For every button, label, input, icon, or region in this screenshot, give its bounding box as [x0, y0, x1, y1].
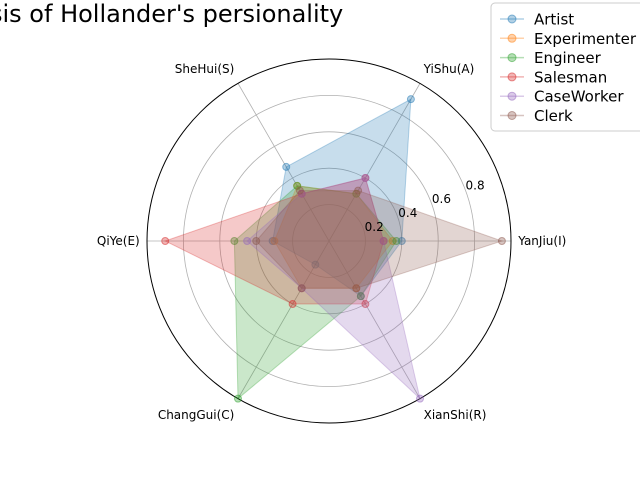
series-salesman	[161, 173, 388, 309]
series-engineer	[230, 181, 401, 403]
data-point	[295, 186, 304, 195]
axis-label-2: SheHui(S)	[175, 62, 235, 76]
data-point	[161, 237, 170, 245]
data-point	[361, 173, 370, 182]
data-point	[354, 186, 363, 195]
axis-labels: YanJiu(I) YiShu(A) SheHui(S) QiYe(E) ChangGu…	[97, 62, 566, 422]
data-point	[497, 237, 506, 245]
data-point	[282, 162, 291, 171]
legend-marker	[507, 14, 517, 24]
data-point	[252, 237, 261, 245]
legend-frame	[490, 2, 640, 132]
series-outline	[246, 177, 421, 401]
data-point	[379, 237, 388, 245]
data-point	[297, 284, 306, 293]
legend-label: Clerk	[534, 107, 573, 125]
series-area	[256, 190, 502, 289]
spoke-4	[237, 240, 330, 399]
axis-label-5: XianShi(R)	[424, 408, 487, 422]
data-point	[361, 300, 370, 309]
series-clerk	[252, 186, 506, 293]
legend-marker	[507, 91, 517, 101]
rtick-label-3: 0.8	[466, 178, 485, 192]
data-point	[352, 284, 361, 293]
legend-item-experimenter: Experimenter	[500, 30, 637, 48]
rtick-label-1: 0.4	[398, 206, 417, 220]
data-point	[230, 237, 239, 245]
legend-item-artist: Artist	[500, 11, 574, 29]
legend-item-engineer: Engineer	[500, 49, 602, 67]
legend-item-salesman: Salesman	[500, 68, 607, 86]
rtick-label-2: 0.6	[432, 192, 451, 206]
chart-title: sis of Hollander's persionality	[0, 0, 343, 28]
series-outline	[163, 177, 385, 305]
legend-item-caseworker: CaseWorker	[500, 88, 624, 106]
series-area	[234, 185, 397, 399]
series-area	[165, 177, 384, 305]
axis-label-1: YiShu(A)	[423, 62, 475, 76]
radar-grid	[146, 58, 512, 424]
series-layer	[161, 95, 506, 403]
data-point	[311, 260, 320, 269]
spoke-1	[328, 83, 421, 242]
legend-marker	[507, 53, 517, 63]
data-point	[406, 95, 415, 104]
spoke-2	[237, 83, 330, 242]
legend-label: Artist	[534, 11, 574, 29]
legend-label: Engineer	[534, 49, 602, 67]
legend-marker	[507, 72, 517, 82]
series-outline	[255, 190, 504, 289]
series-outline	[272, 98, 412, 297]
series-area	[272, 99, 411, 297]
axis-label-0: YanJiu(I)	[517, 234, 566, 248]
data-point	[270, 237, 279, 245]
legend-marker	[507, 111, 517, 120]
spoke-5	[328, 240, 421, 399]
data-point	[243, 237, 252, 245]
axis-label-3: QiYe(E)	[97, 234, 140, 248]
outer-frame	[146, 58, 512, 424]
series-area	[274, 185, 393, 289]
data-point	[416, 394, 424, 403]
series-area	[247, 177, 420, 399]
data-point	[392, 237, 401, 245]
legend-label: Salesman	[534, 68, 607, 86]
data-point	[356, 292, 365, 301]
data-point	[234, 394, 242, 403]
radial-tick-labels: 0.2 0.4 0.6 0.8	[365, 178, 485, 234]
axis-label-4: ChangGui(C)	[158, 408, 235, 422]
data-point	[288, 300, 297, 309]
data-point	[397, 237, 406, 245]
legend-item-clerk: Clerk	[500, 107, 573, 125]
rtick-label-0: 0.2	[365, 220, 384, 234]
legend-label: Experimenter	[534, 30, 637, 48]
legend-marker	[507, 33, 517, 43]
legend-label: CaseWorker	[534, 88, 624, 106]
